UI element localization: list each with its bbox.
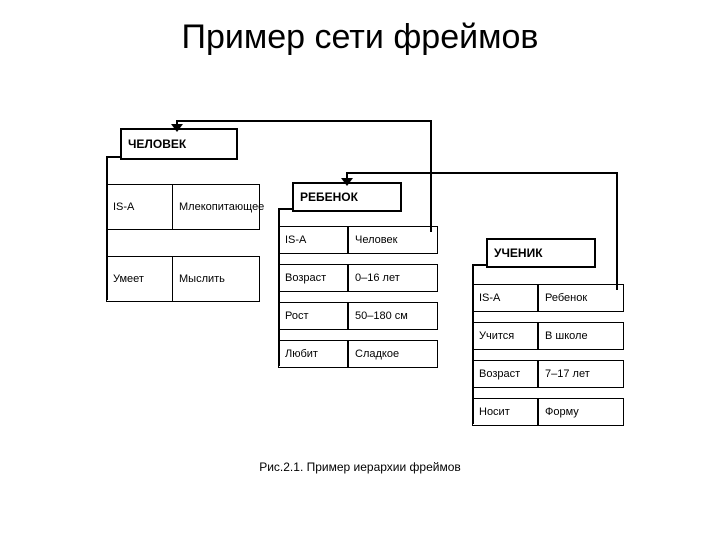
frame-human-spine-top [106,156,122,158]
frame-child-slot-2-value: 50–180 см [348,302,438,330]
frame-pupil-slot-3-name: Носит [472,398,538,426]
arrow-child-to-human-v1 [430,120,432,232]
frame-human-header: ЧЕЛОВЕК [120,128,238,160]
frame-human-slot-0-name: IS-A [106,184,174,230]
frame-human-slot-1-name: Умеет [106,256,174,302]
page-title: Пример сети фреймов [0,18,720,57]
frame-pupil-header: УЧЕНИК [486,238,596,268]
frame-child-header: РЕБЕНОК [292,182,402,212]
frame-pupil-slot-1-value: В школе [538,322,624,350]
diagram-canvas: Пример сети фреймов Рис.2.1. Пример иера… [0,0,720,540]
arrow-pupil-to-child-v1 [616,172,618,290]
frame-pupil-slot-0-value: Ребенок [538,284,624,312]
figure-caption: Рис.2.1. Пример иерархии фреймов [0,460,720,474]
frame-pupil-spine [472,264,474,424]
arrow-pupil-to-child-head [341,178,353,186]
frame-pupil-spine-top [472,264,488,266]
frame-child-slot-1-value: 0–16 лет [348,264,438,292]
frame-human-spine [106,156,108,300]
frame-pupil-slot-0-name: IS-A [472,284,538,312]
frame-child-spine-top [278,208,294,210]
frame-child-slot-1-name: Возраст [278,264,348,292]
frame-child-slot-0-value: Человек [348,226,438,254]
frame-child-slot-3-name: Любит [278,340,348,368]
frame-pupil-slot-2-value: 7–17 лет [538,360,624,388]
arrow-pupil-to-child-h [346,172,618,174]
arrow-child-to-human-h [176,120,432,122]
arrow-child-to-human-head [171,124,183,132]
frame-pupil-slot-3-value: Форму [538,398,624,426]
frame-child-slot-0-name: IS-A [278,226,348,254]
frame-human-slot-1-value: Мыслить [172,256,260,302]
frame-child-spine [278,208,280,366]
frame-pupil-slot-1-name: Учится [472,322,538,350]
frame-child-slot-2-name: Рост [278,302,348,330]
frame-child-slot-3-value: Сладкое [348,340,438,368]
frame-human-slot-0-value: Млекопитающее [172,184,260,230]
frame-pupil-slot-2-name: Возраст [472,360,538,388]
